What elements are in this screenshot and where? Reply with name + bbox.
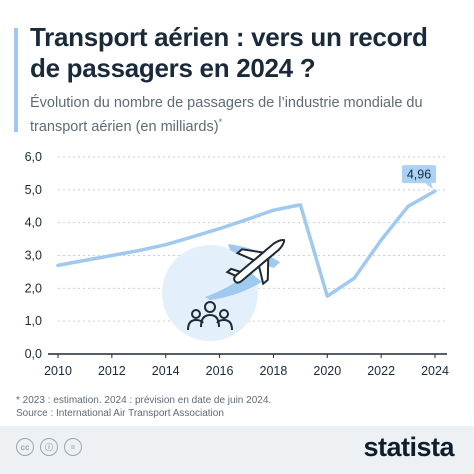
subtitle-footnote-mark: * [218, 117, 223, 127]
equals-icon[interactable]: = [64, 438, 82, 456]
source-note: Source : International Air Transport Ass… [16, 408, 224, 419]
x-tick-label: 2022 [367, 364, 395, 378]
x-tick-label: 2016 [206, 364, 234, 378]
illustration-circle [162, 245, 258, 341]
x-tick-label: 2020 [313, 364, 341, 378]
chart-footnotes: * 2023 : estimation. 2024 : prévision en… [16, 394, 456, 420]
callout-pointer [425, 183, 433, 190]
passengers-icon [187, 301, 233, 331]
subtitle-text: Évolution du nombre de passagers de l’in… [30, 95, 423, 135]
airplane-passengers-illustration [162, 238, 286, 341]
y-tick-label: 6,0 [25, 150, 42, 164]
x-tick-label: 2012 [98, 364, 126, 378]
plane-trail-icon [205, 272, 262, 300]
by-icon[interactable]: ⓘ [40, 438, 58, 456]
y-tick-label: 3,0 [25, 249, 42, 263]
last-value-callout: 4,96 [402, 165, 436, 190]
x-tick-label: 2010 [44, 364, 72, 378]
y-tick-label: 2,0 [25, 281, 42, 295]
y-axis-ticks: 0,0 1,0 2,0 3,0 4,0 5,0 6,0 [25, 150, 42, 361]
page-title: Transport aérien : vers un record de pas… [30, 22, 428, 83]
title-accent-bar [14, 28, 18, 132]
callout-box [402, 165, 436, 184]
x-axis-ticks: 2010 2012 2014 2016 2018 2020 2022 2024 [44, 354, 449, 378]
callout-value: 4,96 [407, 168, 431, 182]
series-line-passengers [56, 189, 437, 298]
y-tick-label: 0,0 [25, 347, 42, 361]
x-tick-label: 2014 [152, 364, 180, 378]
airplane-icon [225, 238, 286, 286]
y-tick-label: 4,0 [25, 216, 42, 230]
y-tick-label: 5,0 [25, 183, 42, 197]
y-tick-label: 1,0 [25, 314, 42, 328]
chart-subtitle: Évolution du nombre de passagers de l’in… [30, 94, 460, 137]
estimation-note: * 2023 : estimation. 2024 : prévision en… [16, 395, 272, 406]
x-tick-label: 2024 [421, 364, 449, 378]
x-tick-label: 2018 [260, 364, 288, 378]
statista-logo[interactable]: statista [363, 432, 454, 462]
license-icons: cc ⓘ = [16, 438, 82, 456]
cc-icon[interactable]: cc [16, 438, 34, 456]
